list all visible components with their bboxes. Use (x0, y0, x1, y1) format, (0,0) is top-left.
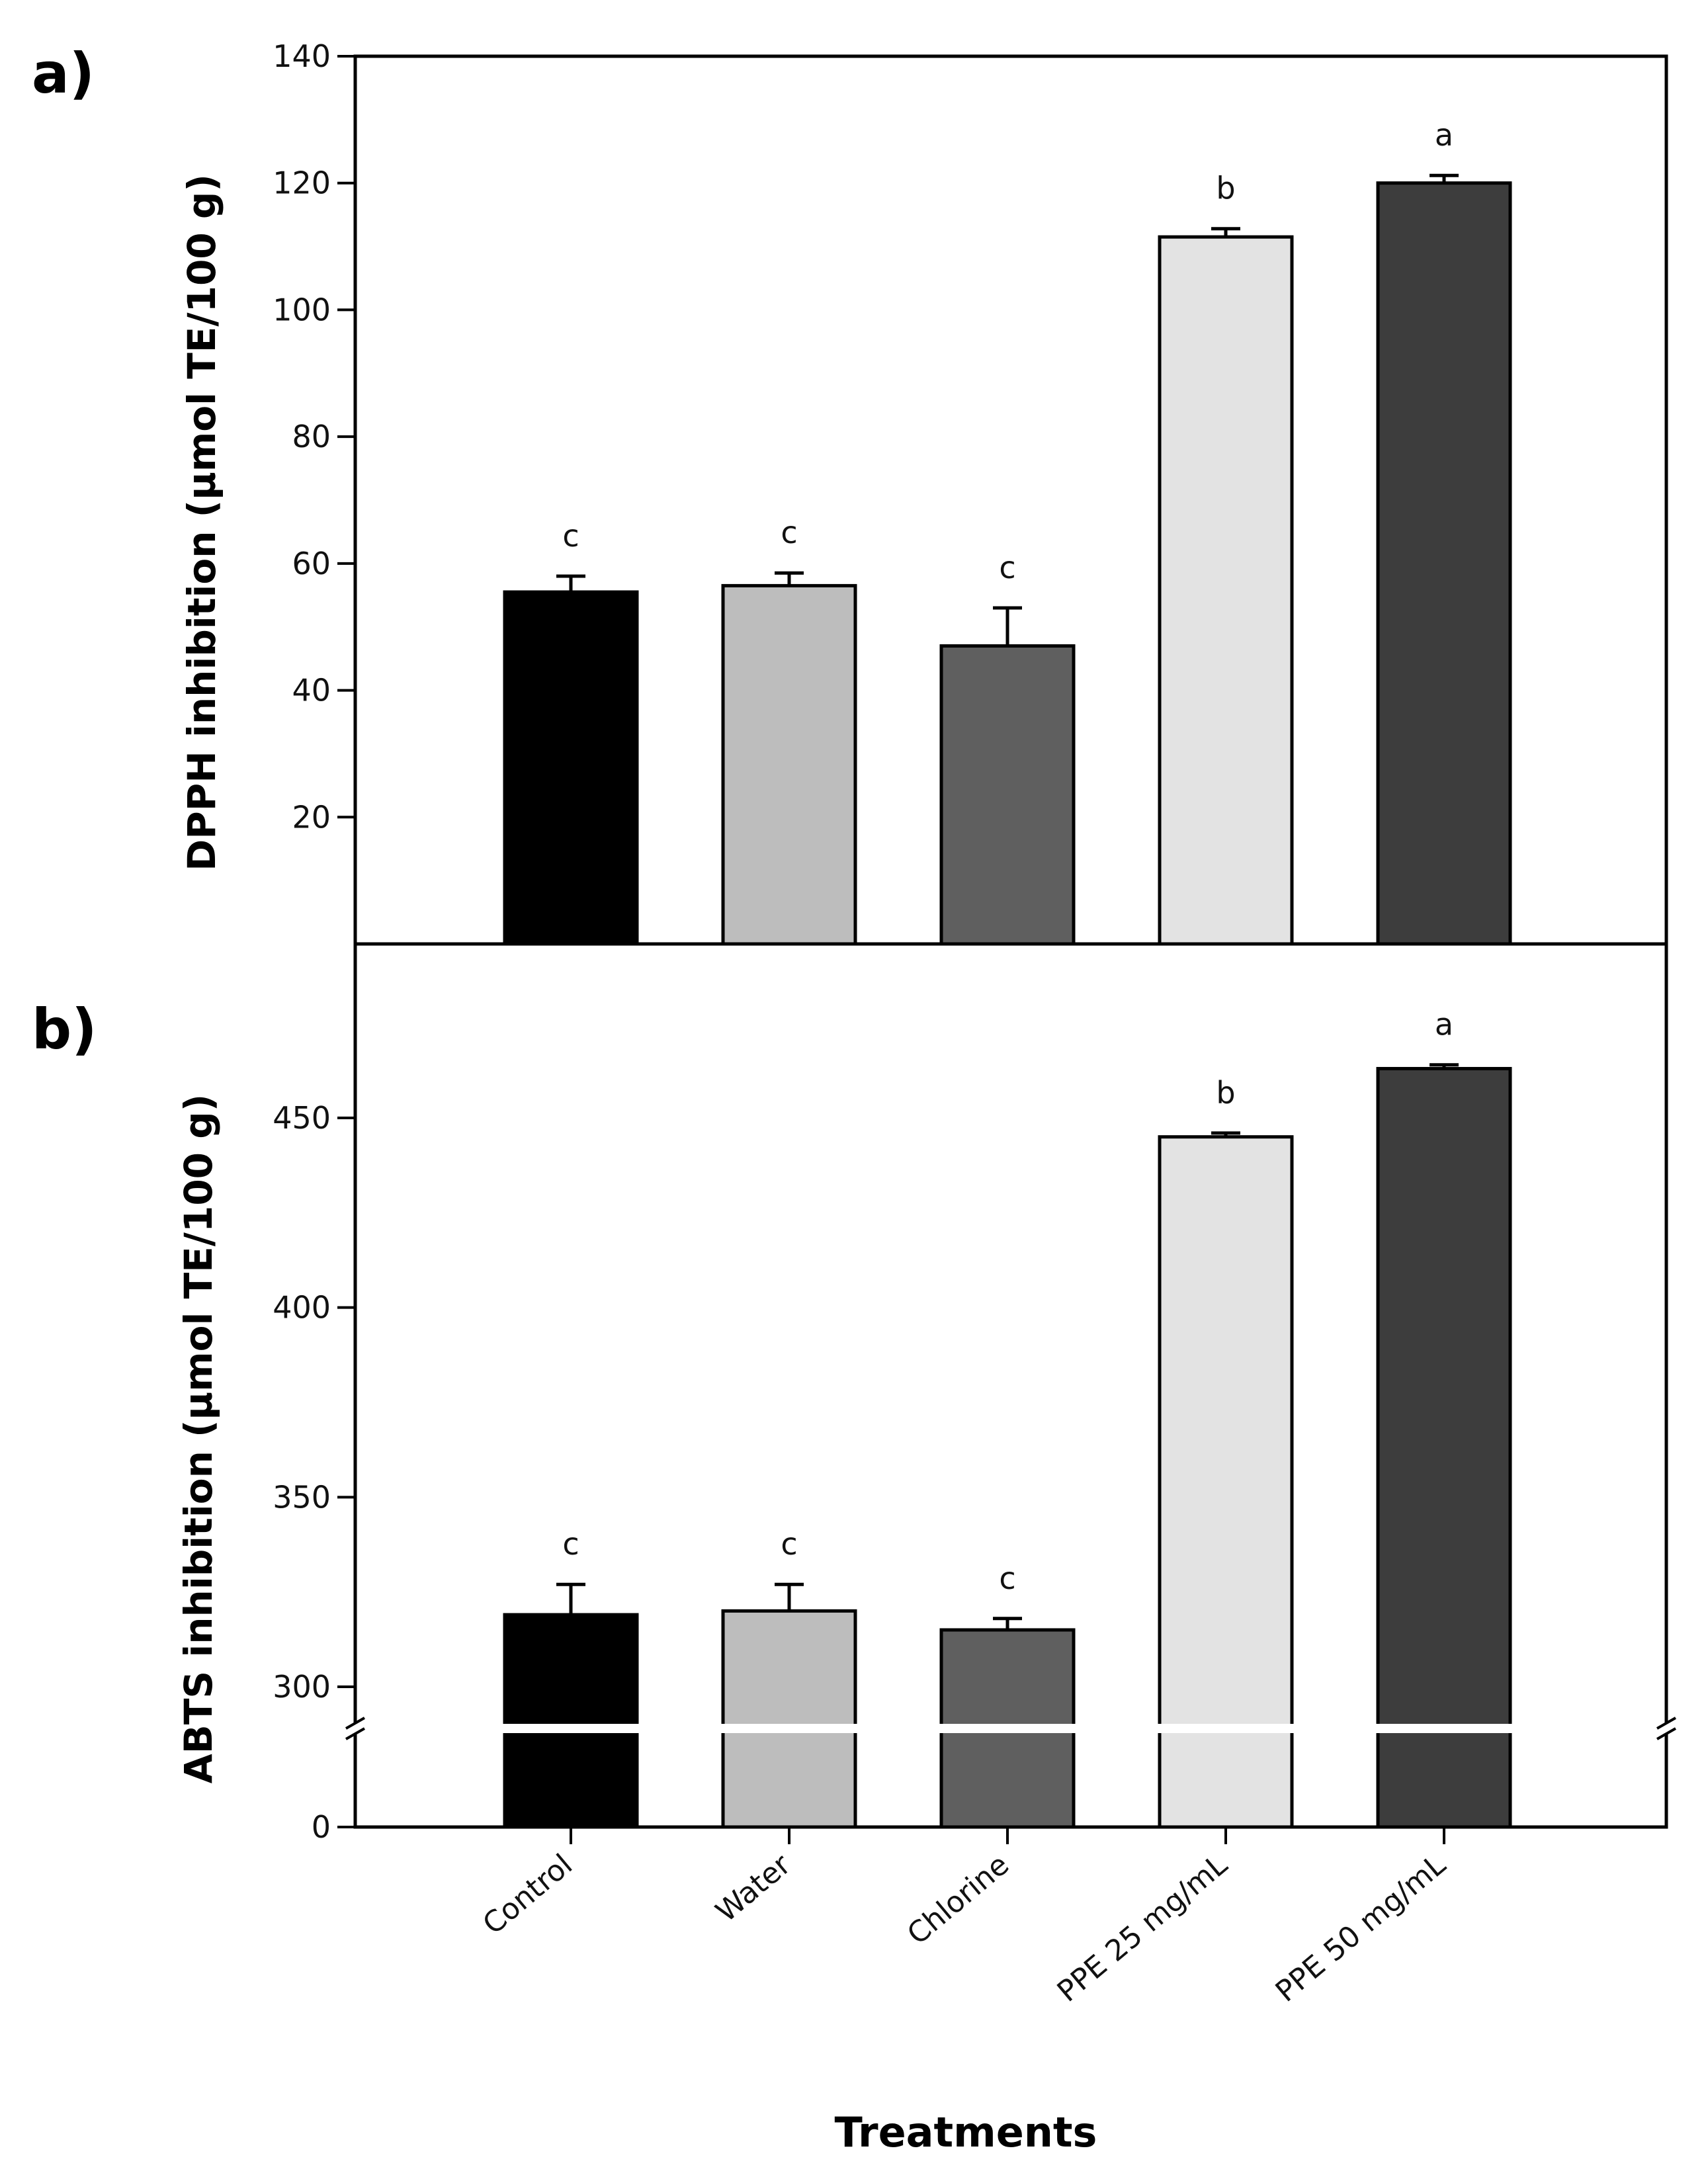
y-tick-label-a: 120 (273, 165, 331, 201)
x-tick-label-3: PPE 25 mg/mL (1051, 1848, 1234, 2009)
y-tick-label-b: 400 (273, 1290, 331, 1326)
y-tick-label-a: 80 (292, 419, 331, 454)
significance-letter-a-2: c (999, 550, 1015, 585)
bar-b-3 (1158, 1135, 1294, 1829)
x-axis-label: Treatments (835, 2108, 1097, 2156)
y-tick-label-a: 60 (292, 546, 331, 581)
bar-b-0 (503, 1613, 639, 1829)
y-tick-label-a: 100 (273, 292, 331, 327)
y-tick-label-b: 350 (273, 1479, 331, 1515)
bar-a-3 (1158, 235, 1294, 946)
panel-label-a: a) (32, 41, 95, 106)
y-tick-label-b: 300 (273, 1669, 331, 1705)
y-axis-label-b: ABTS inhibition (µmol TE/100 g) (176, 1094, 221, 1784)
x-tick-label-4: PPE 50 mg/mL (1269, 1848, 1453, 2009)
x-tick-label-2: Chlorine (901, 1848, 1015, 1951)
significance-letter-b-1: c (781, 1526, 797, 1562)
y-tick-label-a: 20 (292, 799, 331, 835)
y-tick-label-a: 40 (292, 673, 331, 708)
y-tick-label-a: 140 (273, 38, 331, 74)
bar-b-4 (1376, 1066, 1512, 1829)
axis-break-mark (345, 1717, 365, 1730)
significance-letter-b-2: c (999, 1560, 1015, 1596)
y-tick-label-b: 0 (312, 1809, 331, 1845)
x-tick-label-1: Water (710, 1848, 798, 1929)
axis-break-mark (1656, 1727, 1676, 1740)
bar-a-4 (1376, 181, 1512, 946)
bar-a-0 (503, 590, 639, 946)
bar-a-2 (939, 644, 1076, 946)
significance-letter-a-1: c (781, 515, 797, 550)
chart-a: 20 40 60 80 100 120 140 c c c b a (273, 38, 1512, 946)
y-axis-label-a: DPPH inhibition (µmol TE/100 g) (179, 174, 224, 871)
significance-letter-a-0: c (562, 518, 579, 554)
significance-letter-a-4: a (1435, 117, 1453, 153)
x-tick-label-0: Control (476, 1848, 579, 1941)
axis-break-mark (1656, 1717, 1676, 1730)
chart-b: 0 300 350 400 450 c c c b a Control Water Chlorine PP… (273, 1007, 1676, 2009)
axis-break-band (463, 1724, 1574, 1733)
bar-a-1 (721, 583, 857, 946)
significance-letter-b-0: c (562, 1526, 579, 1562)
panel-label-b: b) (32, 997, 97, 1062)
significance-letter-a-3: b (1216, 171, 1235, 206)
y-tick-label-b: 450 (273, 1100, 331, 1136)
significance-letter-b-3: b (1216, 1075, 1235, 1111)
significance-letter-b-4: a (1435, 1007, 1453, 1043)
axis-break-mark (345, 1727, 365, 1740)
bar-b-1 (721, 1609, 857, 1829)
